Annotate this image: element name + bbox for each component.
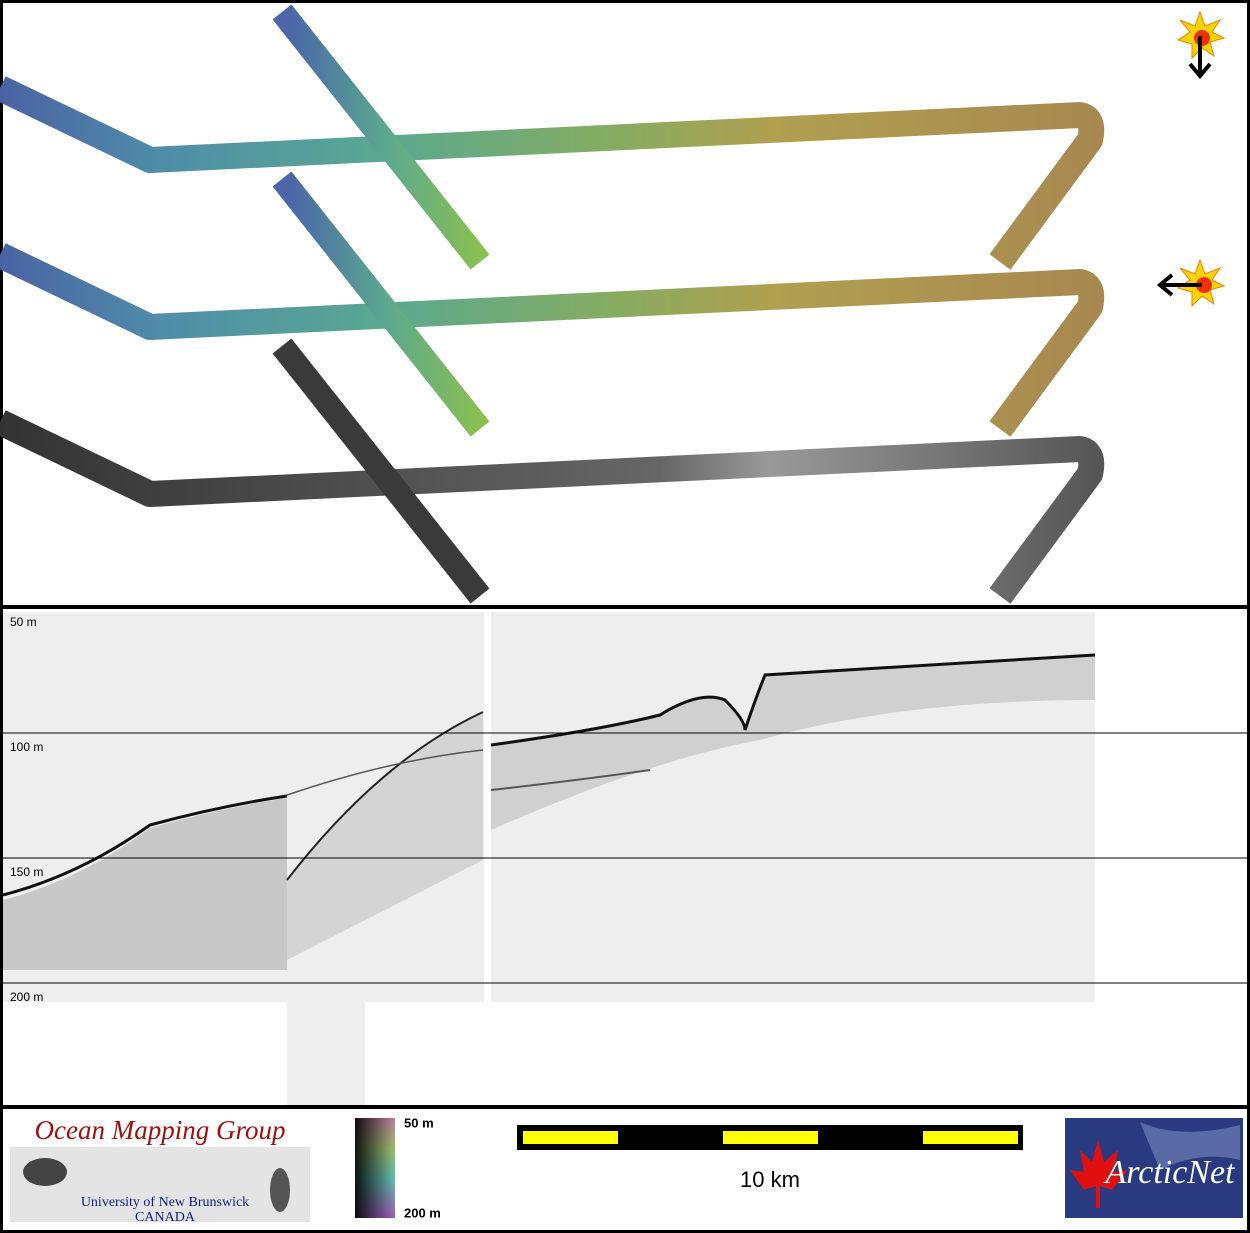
logo-title: Ocean Mapping Group <box>35 1115 286 1145</box>
omg-logo: Ocean Mapping Group University of New Br… <box>10 1115 310 1225</box>
swaths <box>0 4 1105 604</box>
depth-lines <box>0 732 1250 984</box>
colorbar-label: 50 m <box>404 1115 434 1130</box>
logo-line: CANADA <box>135 1210 196 1225</box>
colorbar-label: 200 m <box>404 1205 441 1220</box>
logo-line: University of New Brunswick <box>81 1195 249 1210</box>
depth-label: 150 m <box>10 865 43 879</box>
scale-label: 10 km <box>740 1167 800 1192</box>
colorbar: 50 m 200 m <box>355 1115 441 1220</box>
partner-name: ArcticNet <box>1103 1154 1236 1191</box>
swath-cross <box>272 4 490 270</box>
backscatter-cross <box>272 338 490 604</box>
swath-track <box>0 243 1105 437</box>
arcticnet-logo: ArcticNet <box>1065 1118 1243 1218</box>
depth-label: 200 m <box>10 990 43 1004</box>
backscatter-track <box>0 410 1105 604</box>
sun-icon <box>1176 10 1226 80</box>
scale-bar: 10 km <box>517 1125 1023 1192</box>
depth-label: 100 m <box>10 740 43 754</box>
depth-label: 50 m <box>10 615 37 629</box>
swath-track <box>0 76 1105 270</box>
seismic-profile <box>2 612 1096 1105</box>
sun-icon <box>1156 258 1226 308</box>
swath-cross <box>272 171 490 437</box>
